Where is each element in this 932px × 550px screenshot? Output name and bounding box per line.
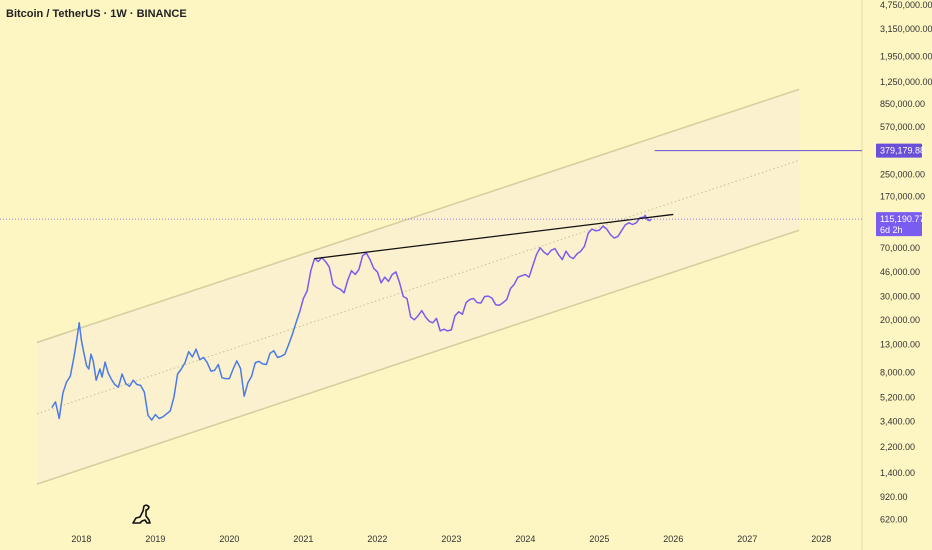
- current-label-text: 115,190.77: [880, 214, 924, 224]
- channel-fill: [36, 89, 800, 485]
- y-tick-label: 3,150,000.00: [880, 24, 932, 34]
- y-tick-label: 570,000.00: [880, 122, 925, 132]
- x-tick-label: 2027: [737, 534, 757, 544]
- price-series: [51, 214, 652, 421]
- y-tick-label: 2,200.00: [880, 442, 915, 452]
- x-tick-label: 2025: [589, 534, 609, 544]
- y-tick-label: 8,000.00: [880, 368, 915, 378]
- price-series-line-2[interactable]: [298, 214, 652, 332]
- x-tick-label: 2026: [663, 534, 683, 544]
- x-tick-label: 2024: [515, 534, 535, 544]
- x-tick-label: 2021: [293, 534, 313, 544]
- y-tick-label: 4,750,000.00: [880, 0, 932, 10]
- x-tick-label: 2022: [367, 534, 387, 544]
- channel-upper-line[interactable]: [36, 88, 800, 344]
- trend-line[interactable]: [314, 213, 674, 260]
- y-tick-label: 1,250,000.00: [880, 77, 932, 87]
- target-label-box: [876, 143, 922, 158]
- price-series-line-1[interactable]: [51, 311, 301, 421]
- annotations: [0, 150, 862, 260]
- current-countdown-text: 6d 2h: [880, 225, 903, 235]
- y-tick-label: 170,000.00: [880, 192, 925, 202]
- target-price-label[interactable]: 379,179.88: [876, 143, 925, 158]
- channel-middle-line[interactable]: [36, 159, 800, 415]
- y-tick-label: 70,000.00: [880, 243, 920, 253]
- y-axis: 4,750,000.00 3,150,000.00 1,950,000.00 1,25…: [876, 0, 932, 525]
- x-tick-label: 2018: [71, 534, 91, 544]
- y-tick-label: 920.00: [880, 492, 908, 502]
- y-tick-label: 20,000.00: [880, 315, 920, 325]
- x-axis: 2018 2019 2020 2021 2022 2023 2024 2025 2026 2027…: [71, 534, 831, 544]
- y-tick-label: 250,000.00: [880, 170, 925, 180]
- regression-channel: [36, 88, 800, 485]
- y-tick-label: 1,400.00: [880, 468, 915, 478]
- current-label-box: [876, 212, 922, 237]
- x-tick-label: 2019: [145, 534, 165, 544]
- channel-lower-line[interactable]: [36, 229, 800, 485]
- y-tick-label: 620.00: [880, 515, 908, 525]
- y-tick-label: 3,400.00: [880, 417, 915, 427]
- y-tick-label: 5,200.00: [880, 392, 915, 402]
- x-tick-label: 2020: [219, 534, 239, 544]
- y-tick-label: 850,000.00: [880, 99, 925, 109]
- y-tick-label: 13,000.00: [880, 340, 920, 350]
- target-label-text: 379,179.88: [880, 146, 925, 156]
- y-tick-label: 30,000.00: [880, 292, 920, 302]
- x-tick-label: 2023: [441, 534, 461, 544]
- x-tick-label: 2028: [811, 534, 831, 544]
- dinosaur-logo-icon[interactable]: [130, 502, 154, 526]
- chart-title: Bitcoin / TetherUS · 1W · BINANCE: [6, 8, 187, 20]
- y-tick-label: 1,950,000.00: [880, 51, 932, 61]
- y-tick-label: 46,000.00: [880, 267, 920, 277]
